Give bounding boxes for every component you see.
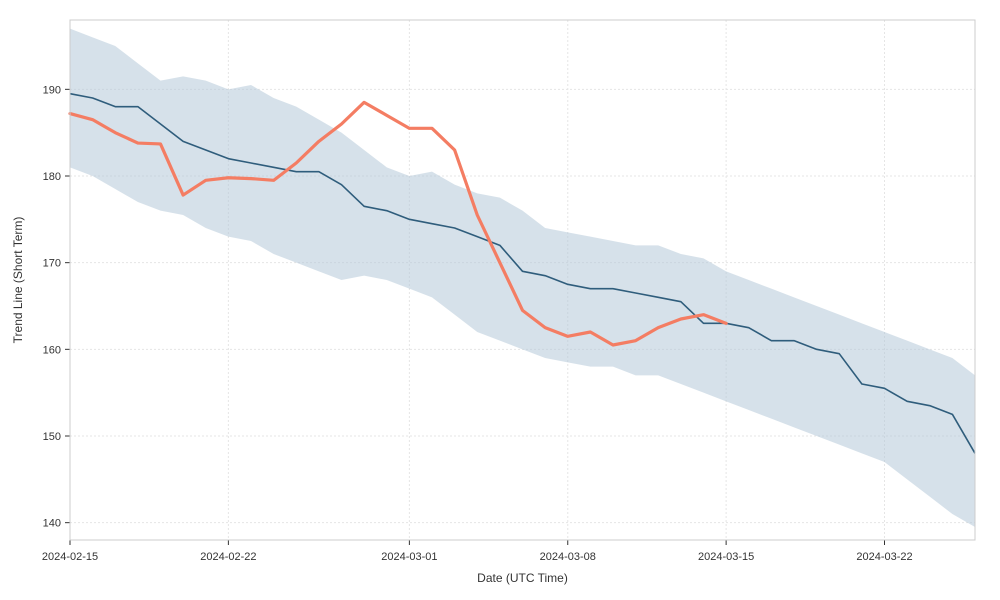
y-tick-label: 190 xyxy=(43,84,61,96)
x-tick-label: 2024-02-22 xyxy=(200,551,256,563)
y-axis-label: Trend Line (Short Term) xyxy=(11,217,25,344)
x-tick-label: 2024-03-08 xyxy=(540,551,596,563)
x-tick-label: 2024-02-15 xyxy=(42,551,98,563)
y-tick-label: 160 xyxy=(43,344,61,356)
x-tick-label: 2024-03-22 xyxy=(856,551,912,563)
chart-svg: 140 150 160 170 180 190 2024-02-15 2024-02-22 20… xyxy=(0,0,1000,600)
x-axis-label: Date (UTC Time) xyxy=(477,571,568,585)
y-tick-label: 150 xyxy=(43,431,61,443)
trend-chart: 140 150 160 170 180 190 2024-02-15 2024-02-22 20… xyxy=(0,0,1000,600)
y-tick-label: 140 xyxy=(43,518,61,530)
x-tick-label: 2024-03-01 xyxy=(381,551,437,563)
y-tick-label: 170 xyxy=(43,258,61,270)
x-tick-label: 2024-03-15 xyxy=(698,551,754,563)
y-tick-label: 180 xyxy=(43,171,61,183)
